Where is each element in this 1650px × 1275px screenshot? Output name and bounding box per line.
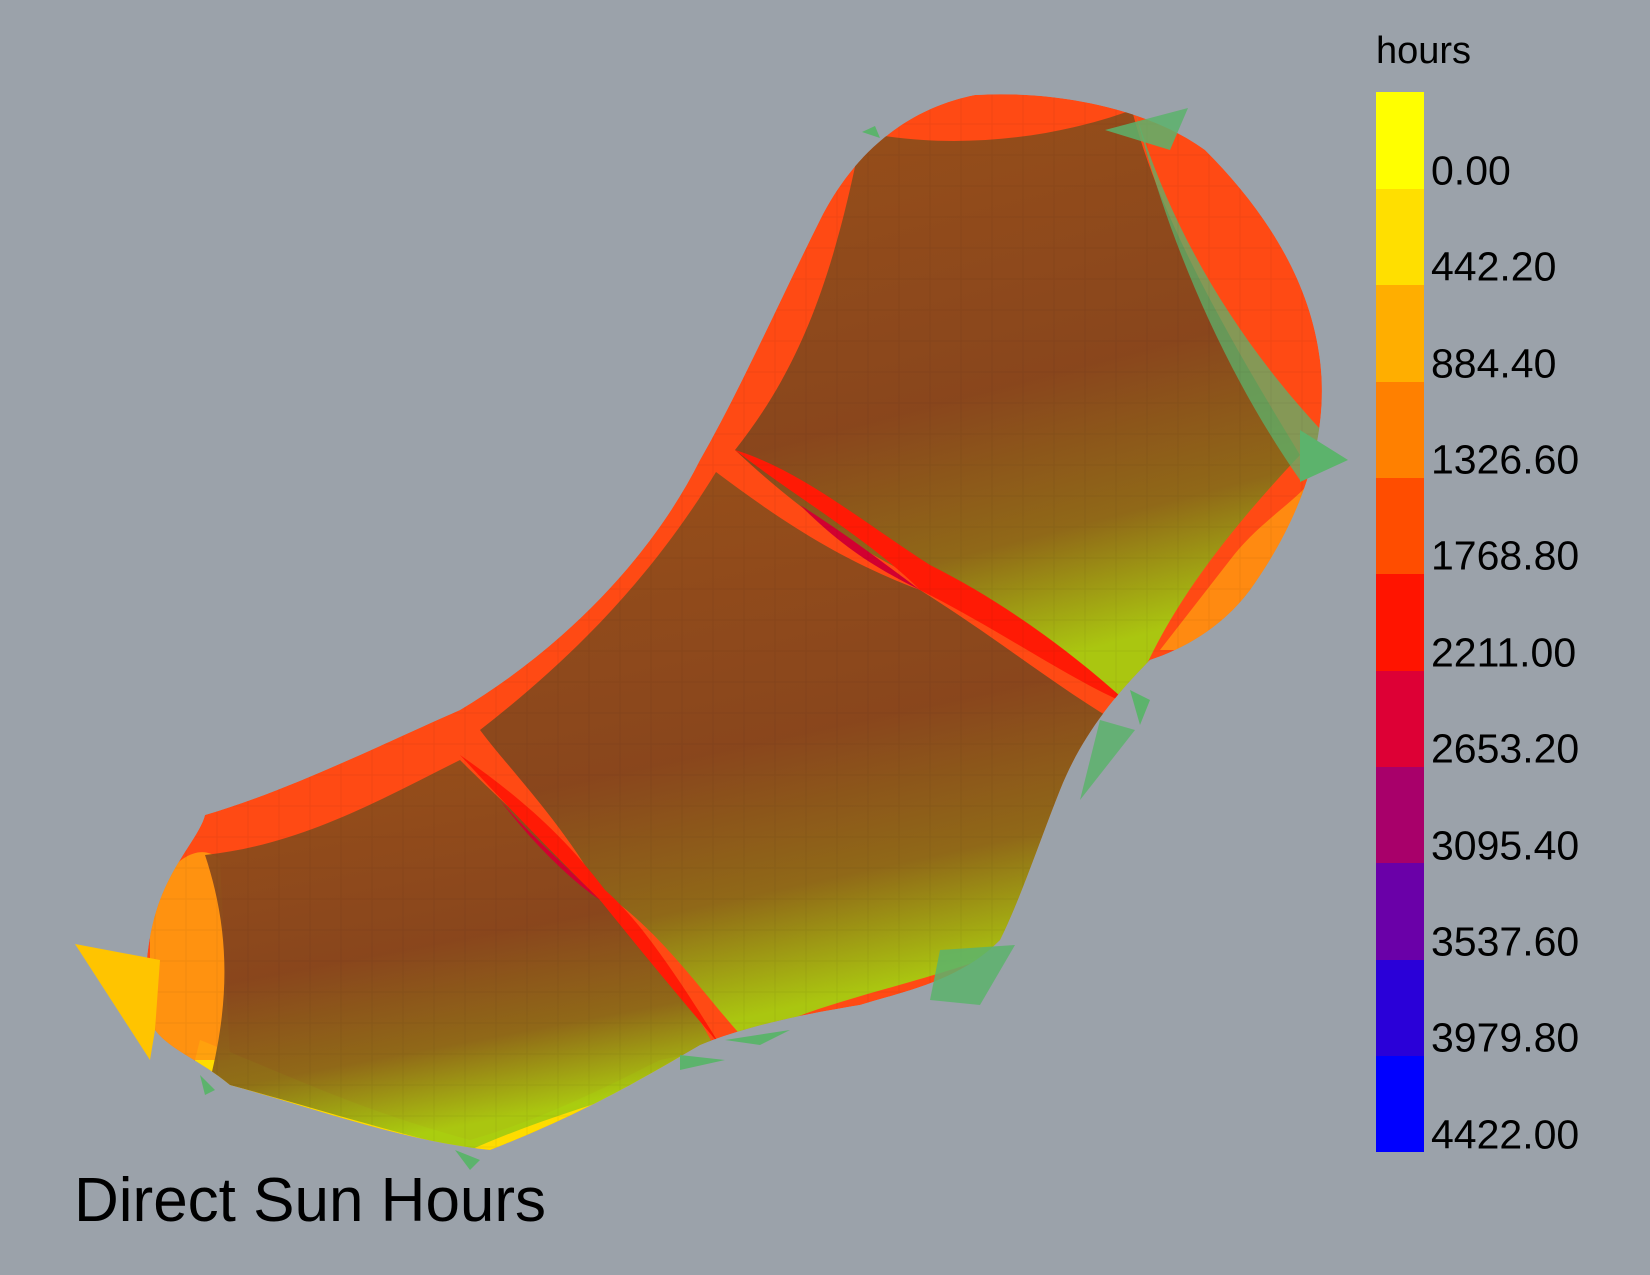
legend-title: hours <box>1376 30 1472 72</box>
legend-tick-label: 3095.40 <box>1431 822 1580 869</box>
legend-tick-label: 3979.80 <box>1431 1014 1580 1061</box>
flap-bottom-left <box>200 1075 215 1095</box>
flap-right-lower <box>1130 690 1150 725</box>
legend-tick-label: 442.20 <box>1431 243 1557 290</box>
legend-tick-label: 3537.60 <box>1431 918 1580 965</box>
legend-band <box>1376 573 1424 671</box>
legend-tick-label: 0.00 <box>1431 147 1511 194</box>
chart-title: Direct Sun Hours <box>74 1166 547 1235</box>
legend-band <box>1376 1055 1424 1153</box>
flap-bottom-tip <box>455 1150 480 1170</box>
legend-band <box>1376 766 1424 864</box>
legend-tick-label: 2653.20 <box>1431 725 1580 772</box>
flap-bottom-right <box>930 945 1015 1005</box>
tip-left-yellow <box>75 944 160 1060</box>
legend-band <box>1376 477 1424 575</box>
legend-tick-label: 2211.00 <box>1431 629 1577 676</box>
legend-tick-label: 4422.00 <box>1431 1111 1580 1158</box>
legend-band <box>1376 381 1424 478</box>
legend-band <box>1376 959 1424 1057</box>
legend-color-bar <box>1376 92 1424 1153</box>
legend-tick-label: 1768.80 <box>1431 532 1580 579</box>
flap-right <box>1300 430 1348 482</box>
flap-top <box>862 126 880 138</box>
legend-band <box>1376 188 1424 286</box>
flap-top-right <box>1105 108 1188 150</box>
legend-band <box>1376 92 1424 189</box>
flap-bottom <box>680 1055 725 1070</box>
flap-middle-right <box>1080 720 1135 800</box>
legend-tick-label: 1326.60 <box>1431 436 1580 483</box>
legend-band <box>1376 284 1424 382</box>
legend-tick-label: 884.40 <box>1431 340 1557 387</box>
legend-band <box>1376 670 1424 768</box>
flap-bottom-middle <box>725 1030 790 1045</box>
legend-band <box>1376 862 1424 960</box>
